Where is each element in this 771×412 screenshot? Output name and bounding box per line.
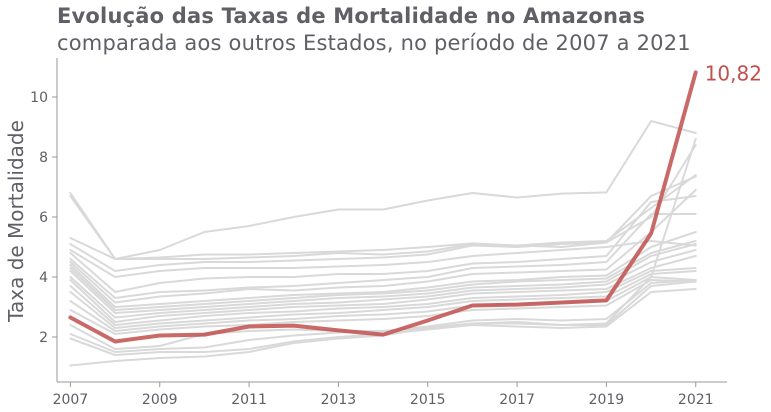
x-tick-label: 2021 — [678, 392, 714, 408]
amazonas-series — [68, 70, 698, 344]
state-line-10 — [69, 240, 697, 311]
y-tick-label: 4 — [39, 270, 48, 286]
state-line-12 — [69, 249, 697, 319]
chart-subtitle: comparada aos outros Estados, no período… — [57, 31, 691, 55]
y-tick-label: 10 — [30, 90, 48, 106]
state-line-5 — [69, 240, 697, 278]
y-tick-label: 8 — [39, 150, 48, 166]
state-line-11 — [69, 243, 697, 314]
x-tick-label: 2019 — [589, 392, 625, 408]
x-tick-label: 2011 — [231, 392, 267, 408]
amazonas-end-label: 10,82 — [705, 61, 762, 85]
other-states-series — [69, 120, 697, 367]
state-line-7 — [69, 213, 697, 299]
state-line-4 — [69, 175, 697, 272]
chart-title: Evolução das Taxas de Mortalidade no Ama… — [57, 4, 646, 28]
state-line-8 — [69, 189, 697, 304]
state-line-9 — [69, 231, 697, 308]
state-line-6 — [69, 195, 697, 293]
x-tick-label: 2017 — [499, 392, 535, 408]
x-tick-label: 2009 — [142, 392, 178, 408]
axes: 2 4 6 8 10 2007 2009 2011 2013 2015 2017 2019 2021 — [30, 58, 727, 408]
x-tick-label: 2015 — [410, 392, 446, 408]
y-tick-label: 2 — [39, 330, 48, 346]
state-line-17 — [69, 279, 697, 335]
x-tick-label: 2013 — [321, 392, 357, 408]
state-line-1 — [69, 120, 697, 260]
state-line-13 — [69, 255, 697, 323]
y-axis-label: Taxa de Mortalidade — [4, 120, 28, 323]
x-tick-label: 2007 — [53, 392, 89, 408]
amazonas-line — [68, 70, 698, 344]
y-tick-label: 6 — [39, 210, 48, 226]
state-line-2 — [69, 174, 697, 260]
state-line-15 — [69, 270, 697, 329]
state-line-14 — [69, 267, 697, 326]
